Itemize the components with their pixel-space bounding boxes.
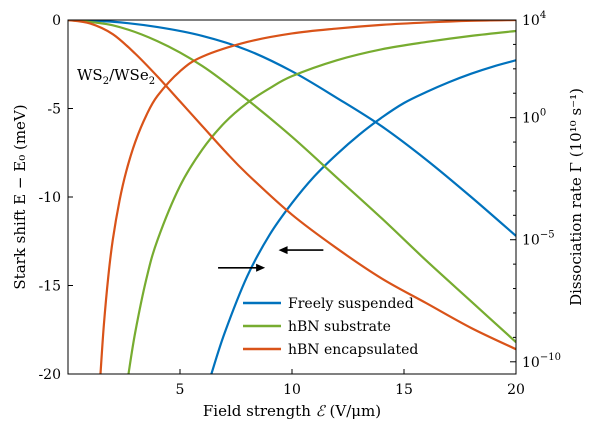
- legend-label: hBN encapsulated: [288, 342, 418, 358]
- annotation-label: WS2/WSe2: [77, 66, 155, 87]
- y-right-tick-label: 10−10: [522, 352, 561, 371]
- y-right-tick-label: 10−5: [522, 230, 555, 249]
- y-right-tick-label: 100: [522, 108, 546, 127]
- x-tick-label: 15: [395, 382, 413, 398]
- y-right-tick-label: 104: [522, 10, 546, 29]
- legend-label: Freely suspended: [288, 296, 414, 312]
- y-left-tick-label: -5: [47, 102, 61, 118]
- x-tick-label: 5: [176, 382, 185, 398]
- y-axis-label-left: Stark shift E − E₀ (meV): [11, 104, 29, 289]
- y-left-tick-label: -15: [38, 279, 61, 295]
- y-left-tick-label: 0: [52, 13, 61, 29]
- y-left-tick-label: -20: [38, 367, 61, 383]
- legend-label: hBN substrate: [288, 319, 391, 335]
- y-axis-label-right: Dissociation rate Γ (10¹⁰ s⁻¹): [567, 88, 585, 306]
- x-tick-label: 20: [507, 382, 525, 398]
- x-axis-label: Field strength ℰ (V/μm): [203, 402, 381, 420]
- y-left-tick-label: -10: [38, 190, 61, 206]
- x-tick-label: 10: [283, 382, 301, 398]
